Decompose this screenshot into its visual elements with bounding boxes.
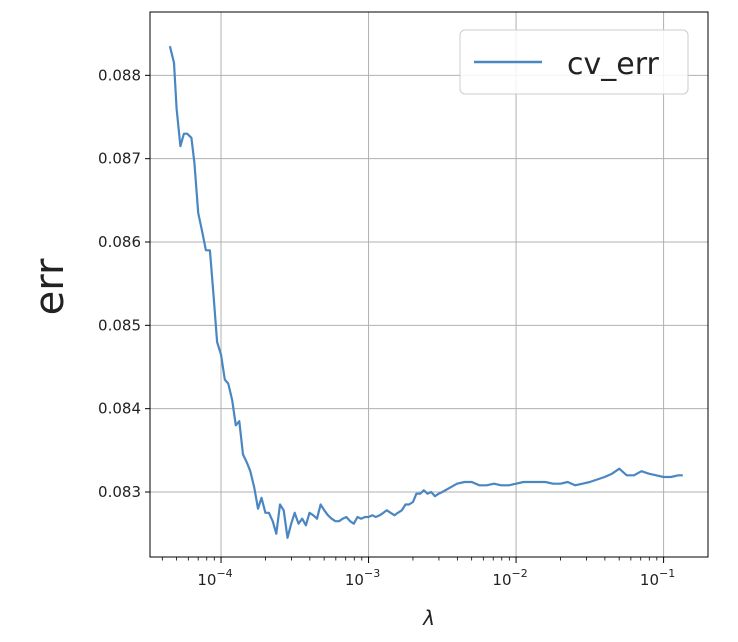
plot-background xyxy=(150,12,708,557)
y-axis-label: err xyxy=(27,258,73,315)
y-tick-label: 0.087 xyxy=(98,150,141,168)
x-axis-label: λ xyxy=(422,606,435,630)
y-tick-label: 0.086 xyxy=(98,233,141,251)
series-layer xyxy=(168,45,683,539)
legend-box xyxy=(459,29,689,95)
x-tick-label: 10−2 xyxy=(492,567,527,589)
grid-lines xyxy=(150,12,708,557)
x-tick-label: 10−3 xyxy=(345,567,380,589)
series-line-cv_err xyxy=(168,45,683,539)
x-tick-label: 10−4 xyxy=(197,567,232,589)
y-tick-label: 0.083 xyxy=(98,483,141,501)
y-tick-label: 0.084 xyxy=(98,400,141,418)
y-tick-label: 0.088 xyxy=(98,66,141,84)
legend-label: cv_err xyxy=(567,47,660,82)
x-tick-label: 10−1 xyxy=(640,567,675,589)
x-minor-ticks xyxy=(161,557,658,561)
y-tick-label: 0.085 xyxy=(98,316,141,334)
y-axis-ticks: 0.083 0.084 0.085 0.086 0.087 0.088 xyxy=(98,66,150,501)
legend: cv_err xyxy=(459,29,689,95)
plot-frame xyxy=(149,11,709,558)
x-axis-ticks: 10−4 10−3 10−2 10−1 xyxy=(197,557,675,589)
